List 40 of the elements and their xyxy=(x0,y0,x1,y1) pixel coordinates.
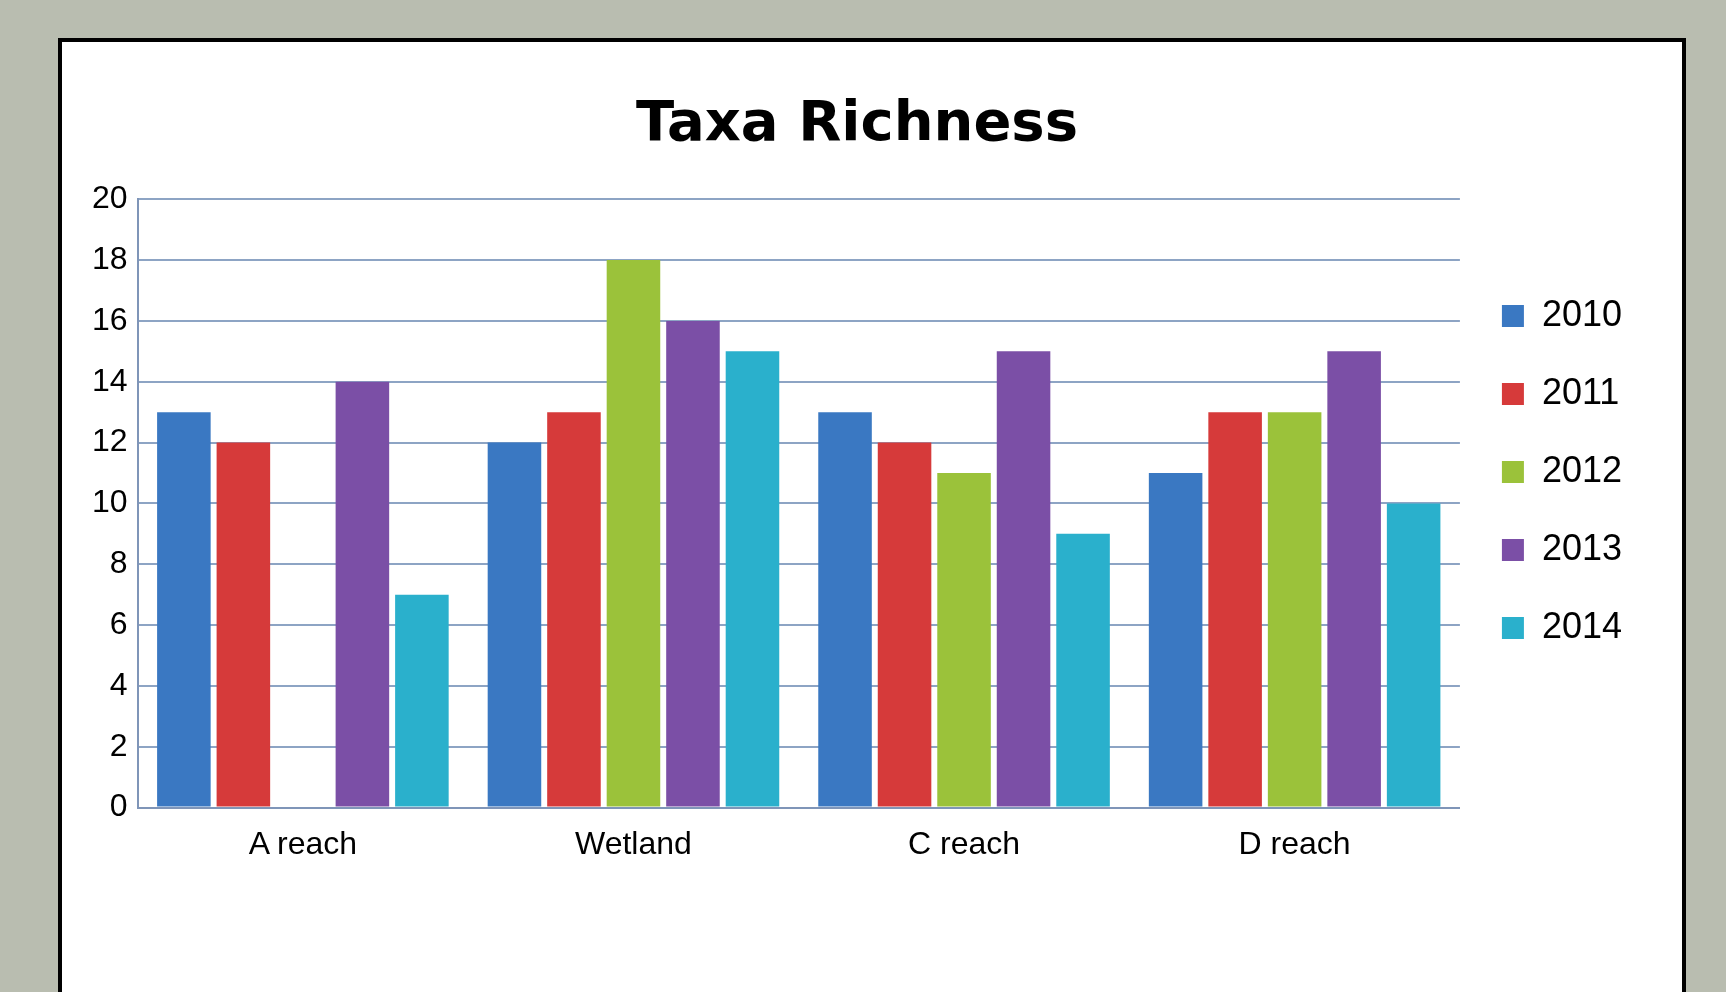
bar xyxy=(216,442,271,807)
legend-label: 2011 xyxy=(1541,370,1620,412)
bar xyxy=(487,442,542,807)
y-tick-label: 12 xyxy=(92,422,128,459)
x-tick-label: D reach xyxy=(1238,824,1351,861)
x-tick-label: Wetland xyxy=(575,824,692,861)
legend-label: 2014 xyxy=(1541,604,1623,646)
bar xyxy=(1267,412,1322,807)
y-tick-label: 16 xyxy=(92,300,128,337)
legend-label: 2013 xyxy=(1541,526,1623,568)
chart-title: Taxa Richness xyxy=(635,88,1079,154)
y-tick-label: 8 xyxy=(109,544,128,581)
y-tick-label: 14 xyxy=(92,361,128,398)
y-tick-label: 18 xyxy=(92,239,128,276)
legend-label: 2010 xyxy=(1541,292,1623,334)
bar xyxy=(1148,472,1203,807)
bar xyxy=(725,351,780,807)
y-tick-label: 6 xyxy=(109,604,128,641)
bar xyxy=(818,412,872,807)
legend-label: 2012 xyxy=(1541,448,1623,490)
bar xyxy=(937,472,991,807)
y-tick-label: 2 xyxy=(109,726,128,763)
bar xyxy=(1056,533,1110,807)
bar xyxy=(335,381,390,807)
bar xyxy=(547,412,601,807)
bar xyxy=(1327,351,1381,807)
x-tick-label: C reach xyxy=(908,824,1021,861)
y-tick-label: 20 xyxy=(92,179,128,216)
bar xyxy=(606,260,661,807)
bar xyxy=(877,442,932,807)
bar xyxy=(157,412,211,807)
y-tick-label: 10 xyxy=(92,483,128,520)
y-tick-label: 0 xyxy=(109,787,128,824)
bar xyxy=(1386,503,1441,807)
x-tick-label: A reach xyxy=(248,824,358,861)
bar xyxy=(395,594,449,807)
bar xyxy=(996,351,1051,807)
bar xyxy=(1208,412,1262,807)
y-tick-label: 4 xyxy=(109,665,128,702)
bar xyxy=(666,320,720,807)
